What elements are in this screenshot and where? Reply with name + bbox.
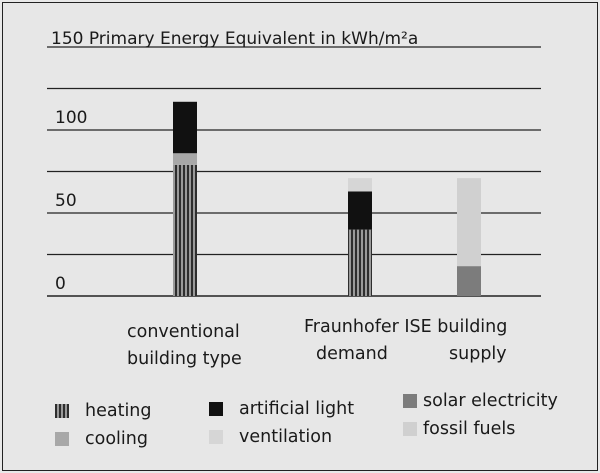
category-label-0-0: conventional [127, 322, 240, 342]
bar-1-artificial-light [348, 191, 372, 230]
legend-swatch-fossil-fuels [403, 422, 417, 436]
bar-0-cooling [173, 153, 197, 165]
bar-0-heating [173, 164, 197, 296]
legend-label-fossil-fuels: fossil fuels [423, 419, 515, 439]
y-tick-label-100: 100 [55, 108, 87, 128]
y-tick-label-50: 50 [55, 191, 77, 211]
legend: heating cooling artificial light ventilatio… [55, 391, 558, 449]
y-tick-label-0: 0 [55, 274, 66, 294]
category-label-1-0: Fraunhofer ISE building [304, 317, 507, 337]
legend-label-artificial-light: artificial light [239, 399, 354, 419]
bars [173, 101, 481, 296]
legend-swatch-solar-electricity [403, 394, 417, 408]
bar-2-solar-electricity [457, 266, 481, 296]
y-axis-labels: 0 50 100 [55, 108, 87, 294]
bar-1-ventilation [348, 178, 372, 192]
bar-0-artificial-light [173, 101, 197, 154]
category-label-1-1: demand [316, 344, 388, 364]
category-labels: conventional building type Fraunhofer ISE … [127, 317, 507, 369]
category-label-2-1: supply [449, 344, 507, 364]
stacked-bar-chart: 0 50 100 150 Primary Energy Equivalent in … [47, 29, 558, 449]
legend-label-ventilation: ventilation [239, 427, 332, 447]
bar-1-heating [348, 229, 372, 296]
legend-label-solar-electricity: solar electricity [423, 391, 558, 411]
legend-swatch-heating [55, 404, 69, 418]
chart-title: 150 Primary Energy Equivalent in kWh/m²a [51, 29, 418, 49]
legend-swatch-ventilation [209, 430, 223, 444]
legend-swatch-cooling [55, 432, 69, 446]
legend-swatch-artificial-light [209, 402, 223, 416]
legend-label-heating: heating [85, 401, 152, 421]
legend-label-cooling: cooling [85, 429, 148, 449]
category-label-0-1: building type [127, 349, 242, 369]
bar-2-fossil-fuels [457, 178, 481, 267]
